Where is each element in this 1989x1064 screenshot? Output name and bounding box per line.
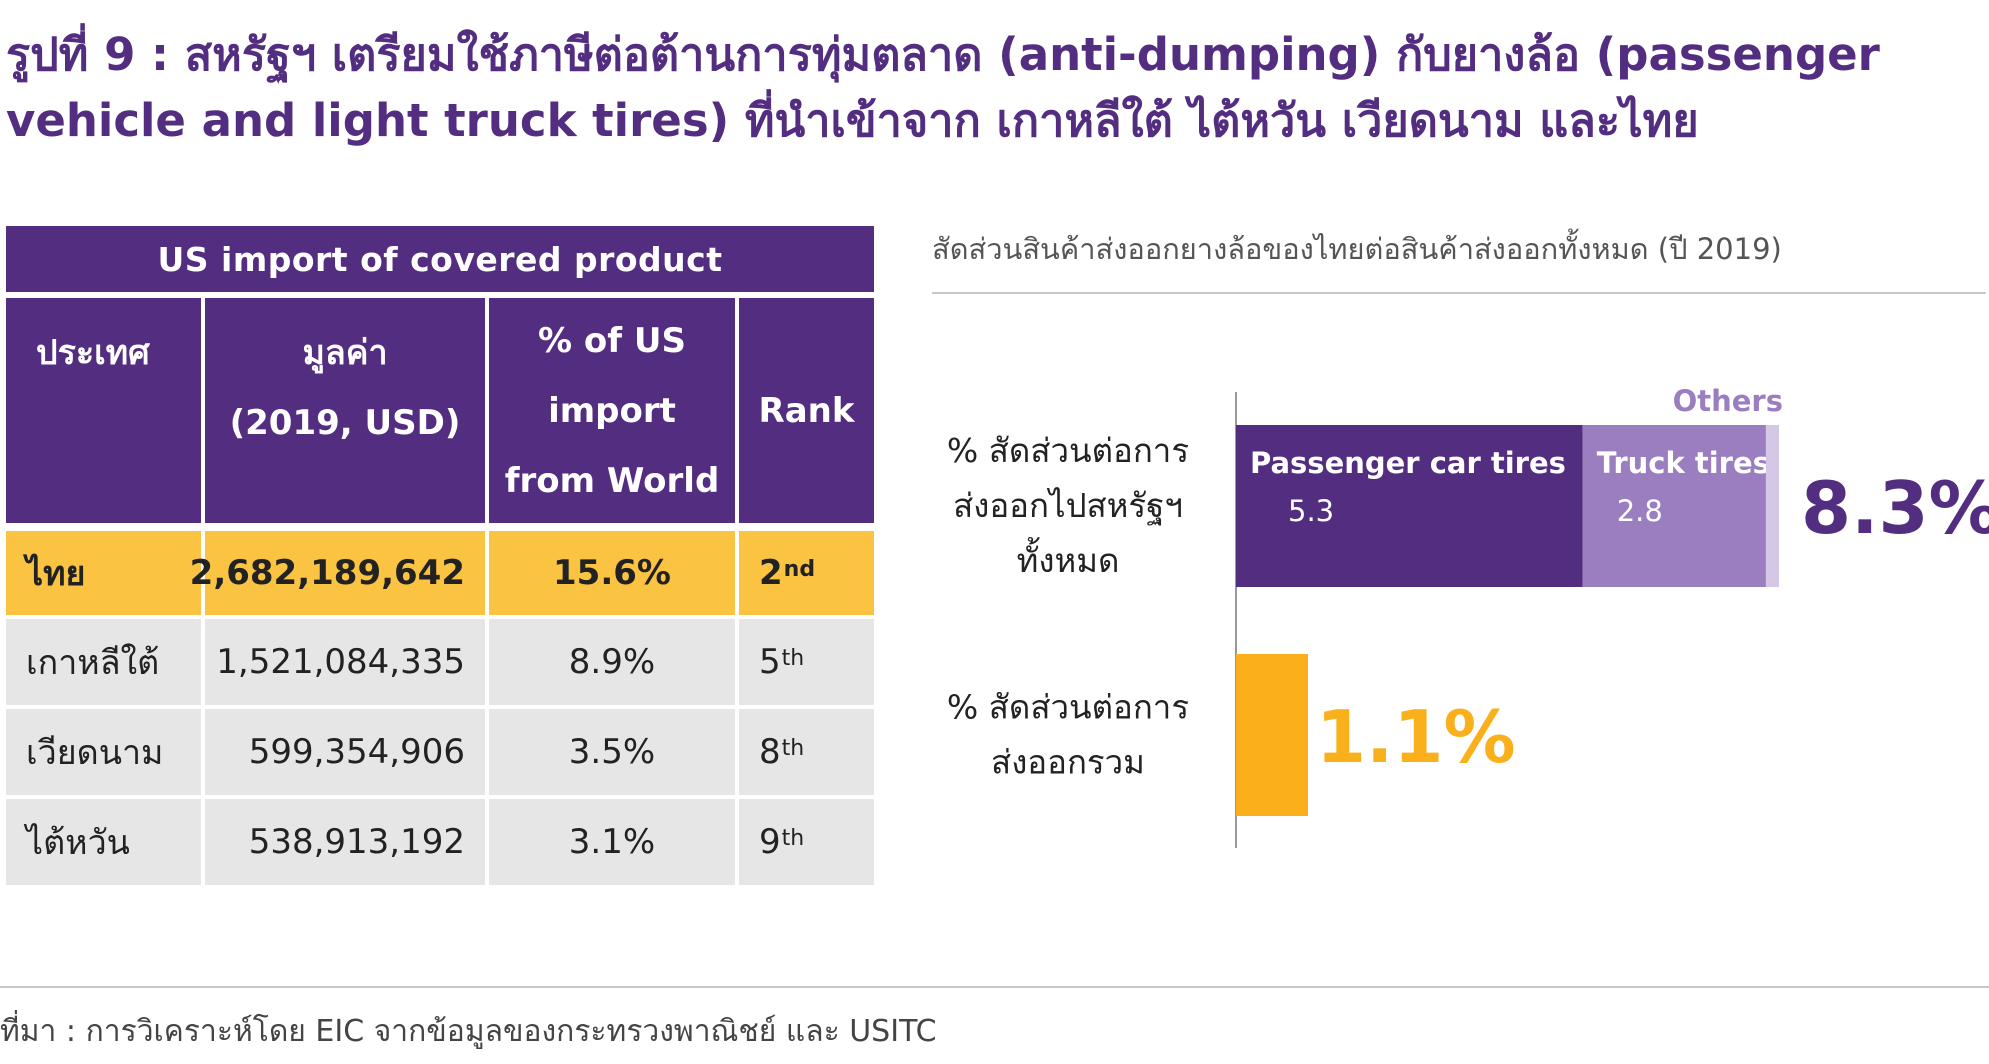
col-header-pct-line1: % of US <box>538 320 686 361</box>
import-table: US import of covered product ประเทศ มูลค… <box>6 226 874 890</box>
table-cell-value: 1,521,084,335 <box>205 619 485 705</box>
col-header-rank-label: Rank <box>758 390 855 431</box>
rank-number: 8 <box>759 732 781 772</box>
rank-suffix: th <box>781 825 805 851</box>
bar-segment <box>1236 654 1308 816</box>
table-cell-value: 538,913,192 <box>205 799 485 885</box>
source-note: ที่มา : การวิเคราะห์โดย EIC จากข้อมูลของ… <box>0 1014 937 1049</box>
rank-suffix: nd <box>783 556 816 582</box>
rank-suffix: th <box>781 735 805 761</box>
table-cell-country: เวียดนาม <box>6 709 201 795</box>
chart-divider <box>932 292 1986 294</box>
table-cell-pct: 8.9% <box>489 619 735 705</box>
bar-segment <box>1236 425 1583 587</box>
segment-series-label: Passenger car tires <box>1250 446 1566 480</box>
category-label: ส่งออกไปสหรัฐฯ <box>953 486 1183 526</box>
col-header-country: ประเทศ <box>6 298 201 523</box>
table-cell-value: 2,682,189,642 <box>190 531 485 615</box>
total-label: 1.1% <box>1316 695 1516 779</box>
table-cell-country: เกาหลีใต้ <box>6 619 201 705</box>
category-label: ทั้งหมด <box>1017 537 1120 580</box>
category-label: % สัดส่วนต่อการ <box>947 688 1189 727</box>
col-header-pct-line2: import <box>548 390 676 431</box>
chart-title: สัดส่วนสินค้าส่งออกยางล้อของไทยต่อสินค้า… <box>932 232 1782 266</box>
bar-segment <box>1765 425 1779 587</box>
legend-label: Others <box>1673 384 1783 418</box>
table-cell-pct: 15.6% <box>489 531 735 615</box>
rank-number: 5 <box>759 642 781 682</box>
total-label: 8.3% <box>1801 466 1989 550</box>
col-header-value-line1: มูลค่า <box>302 333 388 373</box>
col-header-value: มูลค่า (2019, USD) <box>205 298 485 523</box>
col-header-rank: Rank <box>739 298 874 523</box>
table-header: US import of covered product <box>6 226 874 292</box>
table-cell-pct: 3.1% <box>489 799 735 885</box>
table-cell-value: 599,354,906 <box>205 709 485 795</box>
table-cell-country: ไต้หวัน <box>6 799 201 885</box>
rank-number: 2 <box>759 553 783 593</box>
rank-number: 9 <box>759 822 781 862</box>
col-header-pct: % of US import from World <box>489 298 735 523</box>
col-header-value-line2: (2019, USD) <box>229 403 461 443</box>
category-label: ส่งออกรวม <box>991 743 1145 782</box>
table-cell-country: ไทย <box>6 531 201 615</box>
figure-title: รูปที่ 9 : สหรัฐฯ เตรียมใช้ภาษีต่อต้านกา… <box>6 28 1880 147</box>
table-cell-pct: 3.5% <box>489 709 735 795</box>
category-label: % สัดส่วนต่อการ <box>947 431 1189 470</box>
segment-value-label: 5.3 <box>1288 494 1334 528</box>
bar-segment <box>1582 425 1766 587</box>
col-header-pct-line3: from World <box>504 460 720 501</box>
segment-series-label: Truck tires <box>1597 446 1770 480</box>
rank-suffix: th <box>781 645 805 671</box>
footer-divider <box>0 986 1989 988</box>
segment-value-label: 2.8 <box>1617 494 1663 528</box>
col-header-country-label: ประเทศ <box>36 333 150 373</box>
